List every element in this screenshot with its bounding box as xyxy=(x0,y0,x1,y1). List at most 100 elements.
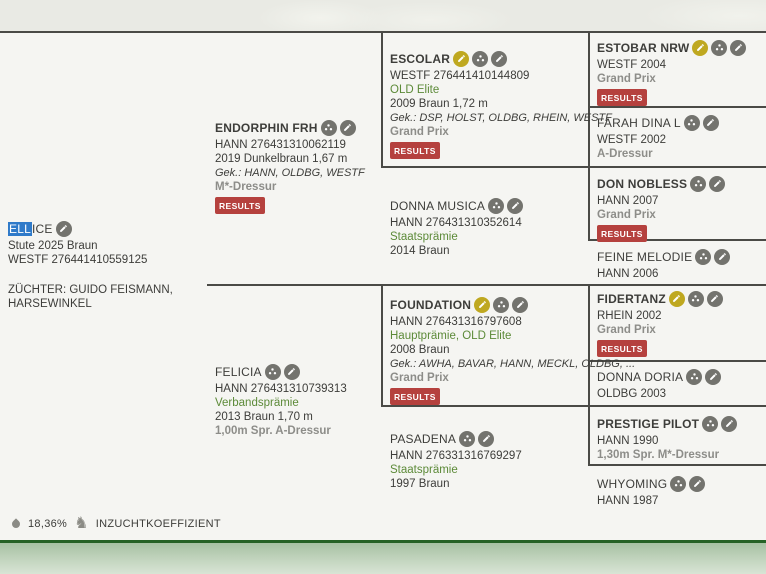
breeder-line-1: ZÜCHTER: GUIDO FEISMANN, xyxy=(8,284,173,296)
horse-licensing-line: Gek.: AWHA, BAVAR, HANN, MECKL, OLDBG, .… xyxy=(390,358,636,370)
horse-registration: OLDBG 2003 xyxy=(597,388,667,400)
horse-sex-year-color: Stute 2025 Braun xyxy=(8,240,98,252)
pedigree-icon[interactable] xyxy=(711,39,728,56)
horse-registration: HANN 1990 xyxy=(597,435,659,447)
results-badge[interactable]: RESULTS xyxy=(597,225,647,242)
pedigree-icon[interactable] xyxy=(459,430,476,447)
divider-gen4-1 xyxy=(588,106,766,108)
pedigree-cell-ds: FOUNDATION HANN 276431316797608 Hauptprä… xyxy=(390,296,636,405)
horse-performance-level: Grand Prix xyxy=(597,73,656,85)
pedigree-icon[interactable] xyxy=(687,290,704,307)
horse-name-link[interactable]: FIDERTANZ xyxy=(597,291,666,306)
name-text-selection: ELL xyxy=(8,221,32,236)
horse-premium: Staatsprämie xyxy=(390,464,458,476)
edit-icon[interactable] xyxy=(730,39,747,56)
pedigree-icon[interactable] xyxy=(493,296,510,313)
horse-registration: WESTF 276441410144809 xyxy=(390,70,530,82)
horse-born-line: 2019 Dunkelbraun 1,67 m xyxy=(215,153,348,165)
horse-name-link[interactable]: FOUNDATION xyxy=(390,297,472,312)
horse-registration: HANN 276431310062119 xyxy=(215,139,346,151)
horse-registration: HANN 1987 xyxy=(597,495,659,507)
pedigree-icon[interactable] xyxy=(702,415,719,432)
horse-name-link[interactable]: PRESTIGE PILOT xyxy=(597,416,700,431)
pedigree-icon[interactable] xyxy=(264,363,281,380)
horse-premium: OLD Elite xyxy=(390,84,440,96)
breeder-line-2: HARSEWINKEL xyxy=(8,298,92,310)
edit-icon[interactable] xyxy=(478,430,495,447)
horse-name-link[interactable]: PASADENA xyxy=(390,431,457,446)
pedigree-icon[interactable] xyxy=(488,197,505,214)
horse-performance-level: Grand Prix xyxy=(390,372,449,384)
edit-icon[interactable] xyxy=(705,368,722,385)
pedigree-cell-dd: PASADENA HANN 276331316769297 Staatspräm… xyxy=(390,430,586,491)
results-badge[interactable]: RESULTS xyxy=(597,340,647,357)
horse-registration: RHEIN 2002 xyxy=(597,310,662,322)
horse-born-line: 2009 Braun 1,72 m xyxy=(390,98,488,110)
pedigree-icon[interactable] xyxy=(690,175,707,192)
premium-icon[interactable] xyxy=(668,290,685,307)
edit-icon[interactable] xyxy=(689,475,706,492)
edit-icon[interactable] xyxy=(339,119,356,136)
premium-icon[interactable] xyxy=(692,39,709,56)
horse-premium: Verbandsprämie xyxy=(215,397,299,409)
horse-name-link[interactable]: ESCOLAR xyxy=(390,51,451,66)
results-badge[interactable]: RESULTS xyxy=(390,142,440,159)
edit-icon[interactable] xyxy=(512,296,529,313)
horse-born-line: 2008 Braun xyxy=(390,344,450,356)
blood-drop-icon xyxy=(10,518,22,530)
pedigree-icon[interactable] xyxy=(683,114,700,131)
edit-icon[interactable] xyxy=(491,50,508,67)
pedigree-icon[interactable] xyxy=(695,248,712,265)
edit-icon[interactable] xyxy=(706,290,723,307)
edit-icon[interactable] xyxy=(721,415,738,432)
edit-icon[interactable] xyxy=(507,197,524,214)
premium-icon[interactable] xyxy=(453,50,470,67)
edit-icon[interactable] xyxy=(714,248,731,265)
pedigree-cell-dss: FIDERTANZ RHEIN 2002 Grand Prix RESULTS xyxy=(597,290,762,357)
pedigree-cell-sss: ESTOBAR NRW WESTF 2004 Grand Prix RESULT… xyxy=(597,39,762,106)
horse-icon: ♞ xyxy=(74,515,89,532)
horse-performance-level: A-Dressur xyxy=(597,148,653,160)
horse-registration: HANN 276431310352614 xyxy=(390,217,522,229)
horse-name-link[interactable]: ESTOBAR NRW xyxy=(597,40,690,55)
inbreeding-info: 18,36% ♞ INZUCHTKOEFFIZIENT xyxy=(10,516,221,532)
horse-name-link[interactable]: DONNA MUSICA xyxy=(390,198,486,213)
divider-sire-dam xyxy=(207,284,766,286)
pedigree-cell-sd: DONNA MUSICA HANN 276431310352614 Staats… xyxy=(390,197,586,258)
horse-name-link[interactable]: FELICIA xyxy=(215,364,262,379)
horse-registration: WESTF 2002 xyxy=(597,134,667,146)
horse-registration: HANN 276331316769297 xyxy=(390,450,522,462)
horse-licensing-line: Gek.: HANN, OLDBG, WESTF xyxy=(215,167,365,179)
horse-performance-level: Grand Prix xyxy=(390,126,449,138)
results-badge[interactable]: RESULTS xyxy=(597,89,647,106)
horse-name-link[interactable]: DON NOBLESS xyxy=(597,176,688,191)
horse-born-line: 2014 Braun xyxy=(390,245,450,257)
edit-icon[interactable] xyxy=(55,220,72,237)
name-rest: ICE xyxy=(31,221,53,236)
horse-name-link[interactable]: ENDORPHIN FRH xyxy=(215,120,318,135)
horse-registration: HANN 2006 xyxy=(597,268,659,280)
pedigree-icon[interactable] xyxy=(670,475,687,492)
horse-name-link[interactable]: FEINE MELODIE xyxy=(597,249,693,264)
results-badge[interactable]: RESULTS xyxy=(215,197,265,214)
pedigree-icon[interactable] xyxy=(320,119,337,136)
horse-registration: HANN 276431316797608 xyxy=(390,316,522,328)
horse-name-link[interactable]: FARAH DINA L xyxy=(597,115,681,130)
horse-premium: Hauptprämie, OLD Elite xyxy=(390,330,512,342)
top-band xyxy=(0,0,766,31)
pedigree-icon[interactable] xyxy=(472,50,489,67)
root-horse-name[interactable]: ELLICE xyxy=(8,221,53,236)
horse-registration: HANN 2007 xyxy=(597,195,659,207)
pedigree-cell-dds: PRESTIGE PILOT HANN 1990 1,30m Spr. M*-D… xyxy=(597,415,762,462)
horse-performance-level: 1,00m Spr. A-Dressur xyxy=(215,425,331,437)
premium-icon[interactable] xyxy=(474,296,491,313)
horse-name-link[interactable]: DONNA DORIA xyxy=(597,369,684,384)
divider-gen4-2 xyxy=(588,239,766,241)
edit-icon[interactable] xyxy=(709,175,726,192)
edit-icon[interactable] xyxy=(283,363,300,380)
pedigree-top-border xyxy=(0,31,766,33)
horse-name-link[interactable]: WHYOMING xyxy=(597,476,668,491)
edit-icon[interactable] xyxy=(702,114,719,131)
results-badge[interactable]: RESULTS xyxy=(390,388,440,405)
pedigree-icon[interactable] xyxy=(686,368,703,385)
